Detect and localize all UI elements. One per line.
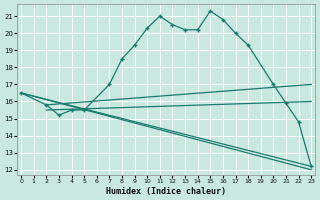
X-axis label: Humidex (Indice chaleur): Humidex (Indice chaleur): [106, 187, 226, 196]
